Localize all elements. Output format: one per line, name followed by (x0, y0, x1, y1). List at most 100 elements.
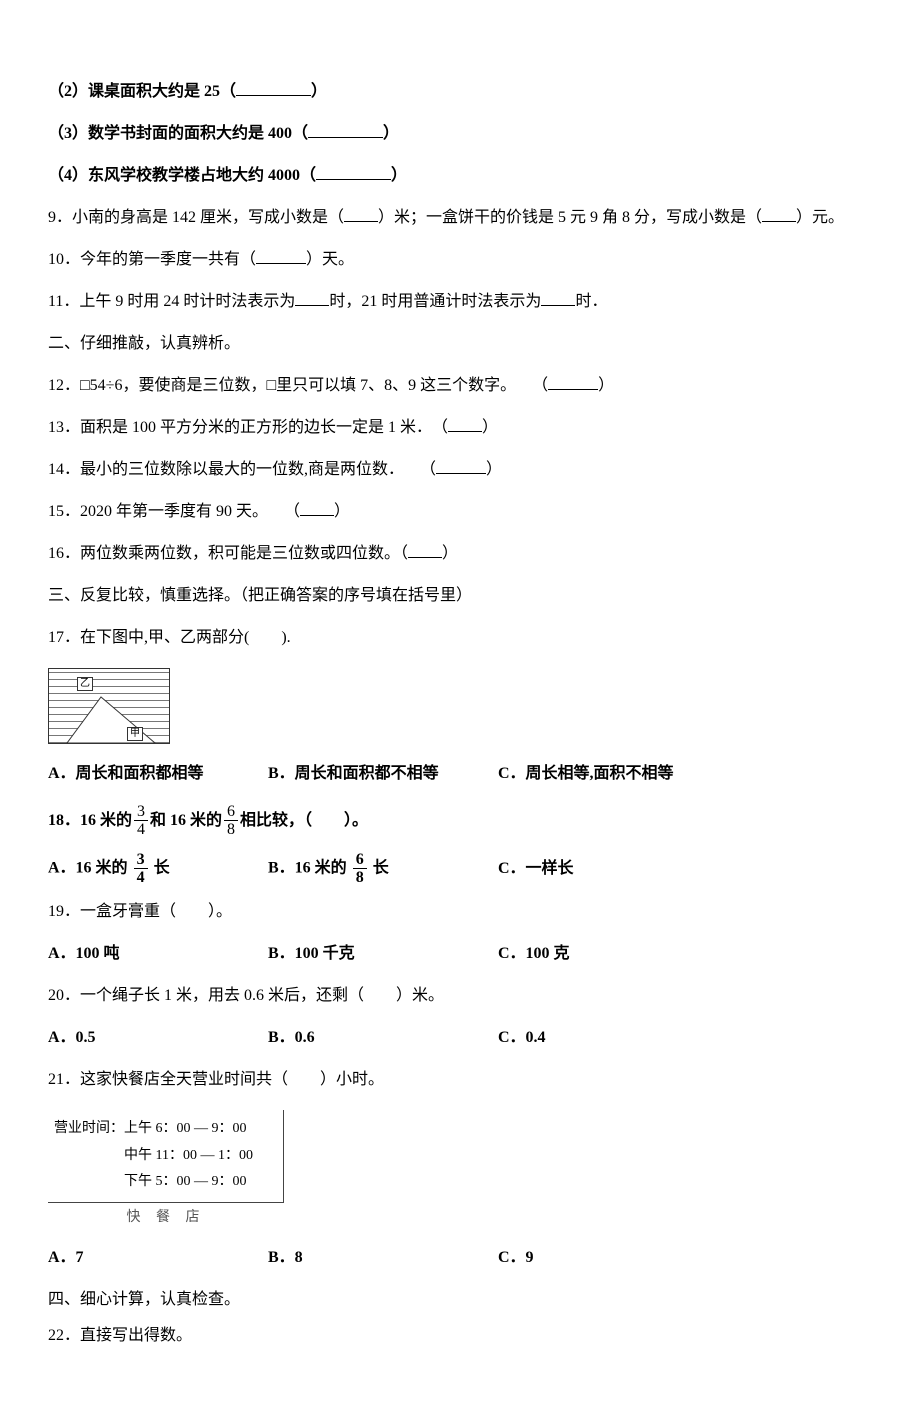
fraction-6-8: 6 8 (353, 852, 367, 886)
q11: 11．上午 9 时用 24 时计时法表示为 时，21 时用普通计时法表示为 时． (48, 290, 872, 314)
q13-tail: ） (482, 419, 498, 436)
q8-item3-tail: ） (383, 125, 399, 142)
q8-item2-text: （2）课桌面积大约是 25（ (48, 83, 236, 100)
q17-options: A．周长和面积都相等 B．周长和面积都不相等 C．周长相等,面积不相等 (48, 762, 872, 786)
q13: 13．面积是 100 平方分米的正方形的边长一定是 1 米． （ ） (48, 416, 872, 440)
denominator: 8 (353, 868, 367, 886)
q8-item2-tail: ） (311, 83, 327, 100)
blank (316, 165, 391, 180)
q17-option-a: A．周长和面积都相等 (48, 762, 268, 786)
q18-option-c: C．一样长 (498, 857, 728, 881)
q21-option-b: B．8 (268, 1246, 498, 1270)
fraction-3-4: 3 4 (134, 804, 148, 838)
q18-b-tail: 长 (373, 860, 389, 877)
numerator: 3 (134, 852, 148, 868)
blank (541, 291, 575, 306)
q10: 10．今年的第一季度一共有（ ）天。 (48, 248, 872, 272)
q8-item4: （4）东风学校教学楼占地大约 4000（） (48, 164, 872, 188)
q21-options: A．7 B．8 C．9 (48, 1246, 872, 1270)
q18-a-pre: A．16 米的 (48, 860, 128, 877)
q15: 15．2020 年第一季度有 90 天。 （ ） (48, 500, 872, 524)
blank (762, 207, 796, 222)
q21-stem: 21．这家快餐店全天营业时间共（ ）小时。 (48, 1068, 872, 1092)
q17-label-yi: 乙 (77, 677, 93, 691)
q20-stem: 20．一个绳子长 1 米，用去 0.6 米后，还剩（ ）米。 (48, 984, 872, 1008)
q18-b-pre: B．16 米的 (268, 860, 347, 877)
q18-tail: 相比较，（ ）。 (240, 809, 368, 833)
q11-pre: 11．上午 9 时用 24 时计时法表示为 (48, 293, 295, 310)
q11-mid: 时，21 时用普通计时法表示为 (329, 293, 541, 310)
q17-triangle-icon (49, 669, 169, 743)
q9-pre: 9．小南的身高是 142 厘米，写成小数是（ (48, 209, 344, 226)
blank (295, 291, 329, 306)
q18-a-tail: 长 (154, 860, 170, 877)
q14-text: 14．最小的三位数除以最大的一位数,商是两位数． （ (48, 461, 436, 478)
restaurant-sign: 营业时间：上午 6：00 — 9：00 中午 11：00 — 1：00 下午 5… (48, 1110, 284, 1228)
sign-line-2: 中午 11：00 — 1：00 (54, 1143, 273, 1170)
q9: 9．小南的身高是 142 厘米，写成小数是（ ）米；一盒饼干的价钱是 5 元 9 … (48, 206, 872, 230)
q18-pre: 18．16 米的 (48, 809, 132, 833)
blank (436, 459, 486, 474)
q20-option-b: B．0.6 (268, 1026, 498, 1050)
sign-box: 营业时间：上午 6：00 — 9：00 中午 11：00 — 1：00 下午 5… (48, 1110, 284, 1203)
q12: 12．□54÷6，要使商是三位数，□里只可以填 7、8、9 这三个数字。 （） (48, 374, 872, 398)
sign-line-3: 下午 5：00 — 9：00 (54, 1169, 273, 1196)
q15-tail: ） (334, 503, 350, 520)
q8-item4-text: （4）东风学校教学楼占地大约 4000（ (48, 167, 316, 184)
q12-text: 12．□54÷6，要使商是三位数，□里只可以填 7、8、9 这三个数字。 （ (48, 377, 548, 394)
numerator: 6 (353, 852, 367, 868)
blank (408, 543, 442, 558)
q9-tail: ）元。 (796, 209, 844, 226)
q17-stem: 17．在下图中,甲、乙两部分( ). (48, 626, 872, 650)
q13-text: 13．面积是 100 平方分米的正方形的边长一定是 1 米． （ (48, 419, 448, 436)
q19-option-b: B．100 千克 (268, 942, 498, 966)
q17-option-b: B．周长和面积都不相等 (268, 762, 498, 786)
q16-text: 16．两位数乘两位数，积可能是三位数或四位数。（ (48, 545, 408, 562)
section-3-heading: 三、反复比较，慎重选择。（把正确答案的序号填在括号里） (48, 584, 872, 608)
blank (236, 81, 311, 96)
q15-text: 15．2020 年第一季度有 90 天。 （ (48, 503, 300, 520)
q18-option-a: A．16 米的 3 4 长 (48, 852, 268, 886)
q19-option-c: C．100 克 (498, 942, 728, 966)
blank (548, 375, 598, 390)
q14: 14．最小的三位数除以最大的一位数,商是两位数． （ ） (48, 458, 872, 482)
exam-page: （2）课桌面积大约是 25（ ） （3）数学书封面的面积大约是 400（ ） （4）… (0, 0, 920, 1426)
q22: 22．直接写出得数。 (48, 1324, 872, 1348)
q8-item3-text: （3）数学书封面的面积大约是 400（ (48, 125, 308, 142)
q17-diagram: 乙 甲 (48, 668, 170, 744)
q20-option-a: A．0.5 (48, 1026, 268, 1050)
denominator: 4 (134, 868, 148, 886)
q11-tail: 时． (575, 293, 607, 310)
blank (256, 249, 306, 264)
blank (344, 207, 378, 222)
q18-stem: 18．16 米的 3 4 和 16 米的 6 8 相比较，（ ）。 (48, 804, 872, 838)
q10-tail: ）天。 (306, 251, 354, 268)
blank (308, 123, 383, 138)
q8-item3: （3）数学书封面的面积大约是 400（ ） (48, 122, 872, 146)
q19-options: A．100 吨 B．100 千克 C．100 克 (48, 942, 872, 966)
sign-caption: 快 餐 店 (48, 1203, 284, 1228)
q17-label-jia: 甲 (127, 727, 143, 741)
q19-option-a: A．100 吨 (48, 942, 268, 966)
numerator: 3 (134, 804, 148, 820)
q21-option-c: C．9 (498, 1246, 728, 1270)
q16: 16．两位数乘两位数，积可能是三位数或四位数。（ ） (48, 542, 872, 566)
q19-stem: 19．一盒牙膏重（ ）。 (48, 900, 872, 924)
q17-figure: 乙 甲 (48, 668, 872, 744)
q21-sign: 营业时间：上午 6：00 — 9：00 中午 11：00 — 1：00 下午 5… (48, 1110, 872, 1228)
q9-mid: ）米；一盒饼干的价钱是 5 元 9 角 8 分，写成小数是（ (378, 209, 762, 226)
fraction-6-8: 6 8 (224, 804, 238, 838)
denominator: 8 (224, 820, 238, 838)
q14-tail: ） (486, 461, 502, 478)
numerator: 6 (224, 804, 238, 820)
q17-option-c: C．周长相等,面积不相等 (498, 762, 728, 786)
q8-item2: （2）课桌面积大约是 25（ ） (48, 80, 872, 104)
q20-options: A．0.5 B．0.6 C．0.4 (48, 1026, 872, 1050)
q21-option-a: A．7 (48, 1246, 268, 1270)
q20-option-c: C．0.4 (498, 1026, 728, 1050)
denominator: 4 (134, 820, 148, 838)
q16-tail: ） (442, 545, 458, 562)
blank (300, 501, 334, 516)
q10-pre: 10．今年的第一季度一共有（ (48, 251, 256, 268)
sign-line-1: 营业时间：上午 6：00 — 9：00 (54, 1116, 273, 1143)
